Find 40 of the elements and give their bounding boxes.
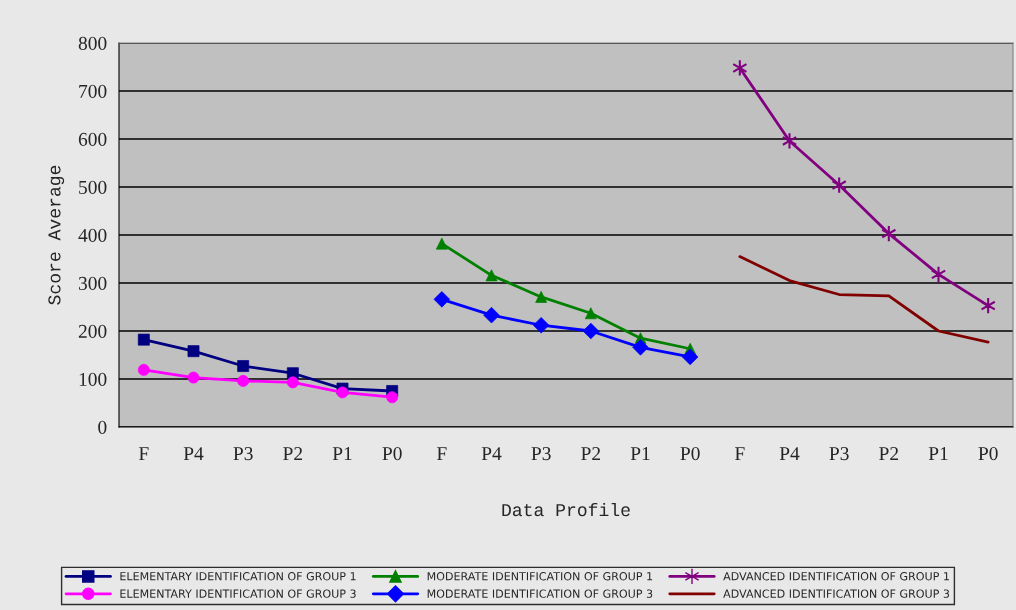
x-tick-label: P4: [183, 447, 204, 460]
y-tick-label: 500: [79, 180, 107, 194]
x-tick-label: P4: [481, 447, 502, 460]
x-tick-label: P1: [630, 447, 650, 460]
x-tick-label: F: [138, 447, 149, 460]
y-tick-label: 0: [98, 420, 107, 434]
y-tick-label: 100: [79, 372, 107, 386]
x-tick-label: P0: [978, 447, 998, 461]
point: [930, 265, 947, 284]
legend-label: ELEMENTARY IDENTIFICATION OF GROUP 3: [120, 589, 356, 598]
line-series: [738, 255, 990, 344]
x-tick-label: P2: [283, 447, 303, 460]
x-axis-title: Data Profile: [502, 502, 630, 517]
point: [781, 132, 798, 150]
x-tick-label: P0: [382, 447, 402, 461]
legend-label: MODERATE IDENTIFICATION OF GROUP 3: [427, 589, 653, 598]
y-axis-title: Score Average: [48, 165, 65, 305]
x-tick-label: P2: [879, 447, 899, 460]
legend-label: ADVANCED IDENTIFICATION OF GROUP 3: [723, 589, 950, 598]
legend-label: ELEMENTARY IDENTIFICATION OF GROUP 1: [120, 572, 356, 581]
x-tick-label: F: [734, 447, 745, 460]
legend-label: ADVANCED IDENTIFICATION OF GROUP 1: [723, 572, 949, 581]
x-tick-label: P0: [680, 447, 700, 461]
y-tick-label: 600: [78, 132, 107, 146]
y-tick-label: 700: [79, 84, 107, 98]
x-tick-label: F: [436, 447, 447, 460]
x-tick-label: P1: [332, 447, 352, 460]
y-tick-label: 300: [78, 276, 107, 290]
y-tick-label: 200: [78, 324, 107, 338]
x-tick-label: P3: [829, 447, 849, 461]
y-tick-label: 400: [78, 228, 107, 242]
x-tick-label: P4: [779, 447, 800, 460]
point: [582, 322, 600, 340]
x-tick-label: P3: [531, 447, 551, 461]
x-tick-label: P3: [233, 447, 253, 461]
x-tick-label: P2: [581, 447, 601, 460]
x-tick-label: P1: [928, 447, 948, 460]
legend-label: MODERATE IDENTIFICATION OF GROUP 1: [427, 572, 653, 581]
y-tick-label: 800: [78, 36, 107, 50]
point: [632, 339, 649, 356]
